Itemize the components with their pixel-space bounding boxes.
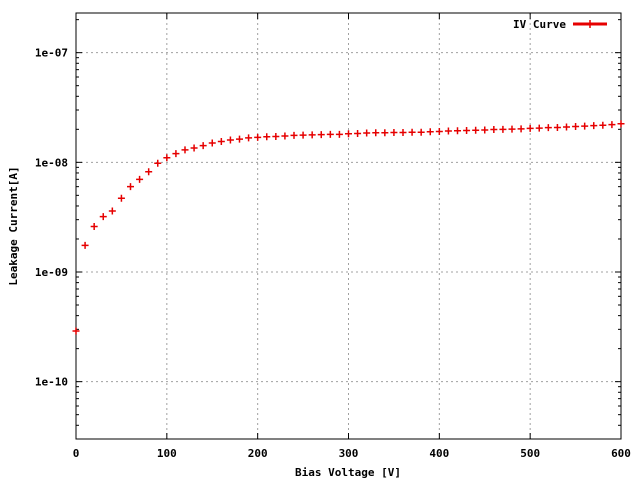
data-point — [326, 130, 334, 138]
data-point — [544, 124, 552, 132]
data-point — [199, 142, 207, 150]
data-point — [127, 183, 134, 191]
x-tick-label: 400 — [429, 447, 449, 460]
data-point — [499, 125, 507, 133]
x-axis-label: Bias Voltage [V] — [295, 466, 401, 479]
data-point — [381, 129, 389, 137]
data-point — [154, 159, 162, 167]
data-point — [217, 137, 225, 145]
data-point — [108, 207, 116, 215]
y-tick-label: 1e-09 — [35, 266, 68, 279]
y-tick-label: 1e-08 — [35, 156, 68, 169]
legend-label: IV Curve — [513, 18, 566, 31]
data-point — [345, 130, 352, 138]
data-point — [263, 133, 271, 141]
data-point — [163, 154, 171, 162]
data-point — [145, 168, 153, 176]
data-point — [517, 125, 525, 133]
y-tick-label: 1e-10 — [35, 376, 68, 389]
x-tick-label: 200 — [248, 447, 268, 460]
data-point — [254, 133, 262, 141]
plot-frame — [75, 12, 622, 440]
data-point — [236, 135, 243, 143]
data-point — [617, 120, 625, 128]
data-point — [317, 131, 325, 139]
data-point — [281, 132, 289, 140]
data-point — [435, 128, 443, 136]
data-point — [272, 133, 280, 141]
data-point — [572, 123, 580, 131]
data-point — [72, 327, 80, 335]
data-point — [481, 126, 489, 134]
data-points — [72, 120, 625, 335]
data-point — [590, 122, 598, 130]
x-tick-labels: 0 100 200 300 400 500 600 — [73, 447, 631, 460]
y-tick-label: 1e-07 — [35, 47, 68, 60]
legend-marker-icon — [586, 20, 594, 28]
data-point — [172, 150, 180, 158]
data-point — [399, 129, 407, 137]
legend: IV Curve — [513, 18, 607, 31]
data-point — [245, 134, 253, 142]
data-point — [226, 136, 234, 144]
y-axis-label: Leakage Current[A] — [7, 166, 20, 285]
data-point — [472, 126, 480, 134]
data-point — [599, 121, 607, 129]
data-point — [608, 121, 616, 129]
data-point — [190, 144, 198, 152]
data-point — [136, 175, 144, 183]
data-point — [181, 146, 189, 154]
x-tick-label: 500 — [520, 447, 540, 460]
data-point — [290, 131, 298, 139]
data-point — [581, 122, 589, 130]
x-tick-label: 300 — [339, 447, 359, 460]
x-tick-label: 600 — [611, 447, 631, 460]
data-point — [563, 123, 570, 131]
data-point — [463, 127, 471, 135]
data-point — [363, 129, 371, 137]
x-tick-label: 0 — [73, 447, 80, 460]
data-point — [299, 131, 307, 139]
data-point — [490, 126, 498, 134]
data-point — [308, 131, 316, 139]
data-point — [408, 128, 416, 136]
data-point — [81, 241, 89, 249]
x-tick-label: 100 — [157, 447, 177, 460]
data-point — [390, 129, 398, 137]
data-point — [335, 130, 343, 138]
data-point — [535, 124, 543, 132]
data-point — [354, 130, 362, 138]
grid-lines — [76, 13, 621, 439]
data-point — [508, 125, 516, 133]
data-point — [99, 213, 107, 221]
data-point — [372, 129, 380, 137]
data-point — [90, 222, 98, 230]
data-point — [426, 128, 434, 136]
data-point — [117, 194, 125, 202]
data-point — [526, 124, 534, 132]
data-point — [417, 128, 425, 136]
y-tick-labels: 1e-10 1e-09 1e-08 1e-07 — [35, 47, 68, 389]
data-point — [444, 127, 452, 135]
data-point — [454, 127, 461, 135]
data-point — [553, 123, 561, 131]
data-point — [208, 139, 216, 147]
